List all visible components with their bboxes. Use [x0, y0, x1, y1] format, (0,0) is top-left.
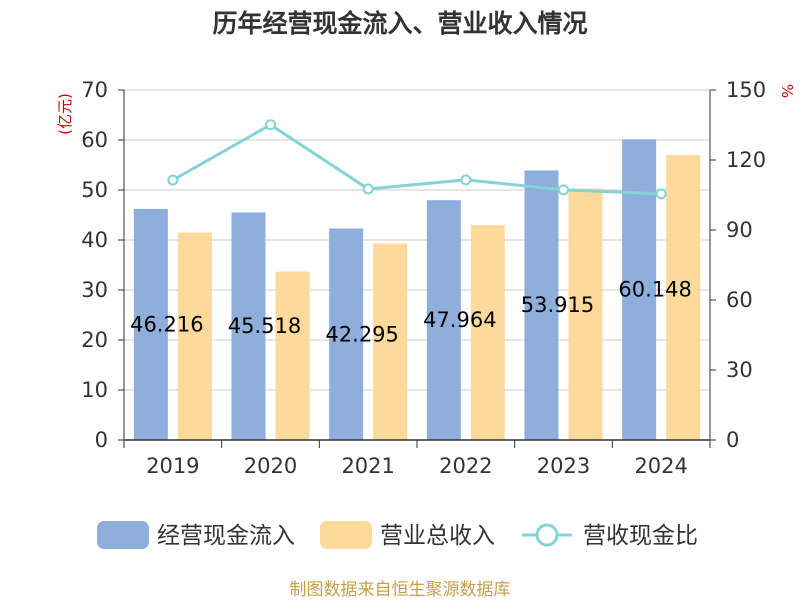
- bar-cash-inflow: [329, 228, 364, 440]
- ratio-point: [655, 188, 667, 200]
- legend-label-cash-inflow: 经营现金流入: [157, 523, 295, 549]
- bar-cash-inflow: [231, 212, 266, 440]
- x-axis-tick-label: 2024: [634, 454, 687, 478]
- left-axis-tick-label: 10: [81, 378, 108, 402]
- legend-swatch-cash-inflow: [97, 521, 149, 549]
- x-axis-tick-label: 2019: [146, 454, 199, 478]
- left-axis-tick-label: 30: [81, 278, 108, 302]
- ratio-point: [265, 119, 276, 131]
- x-axis-tick-label: 2021: [341, 454, 394, 478]
- x-axis-tick-label: 2020: [244, 454, 297, 478]
- legend-label-total-revenue: 营业总收入: [380, 523, 495, 549]
- x-axis-tick-label: 2023: [537, 454, 590, 478]
- bar-cash-inflow: [426, 200, 461, 440]
- right-axis-tick-label: 0: [726, 428, 739, 452]
- x-axis-tick-label: 2022: [439, 454, 492, 478]
- left-axis-tick-label: 40: [81, 228, 108, 252]
- right-axis-tick-label: 90: [726, 218, 753, 242]
- bar-total-revenue: [373, 243, 408, 440]
- right-axis-unit: %: [778, 84, 796, 98]
- right-axis-tick-label: 120: [726, 148, 766, 172]
- legend-label-ratio: 营收现金比: [583, 523, 698, 549]
- right-axis-tick-label: 150: [726, 78, 766, 102]
- plot-area: 0 10 20 30 40 50 60 70 0 30 60 90 120 150 2019 2020 2021…: [81, 78, 766, 478]
- bar-cash-inflow: [622, 139, 657, 440]
- data-label-cash-inflow: 46.216: [130, 312, 203, 336]
- data-label-cash-inflow: 53.915: [521, 293, 594, 317]
- left-axis-tick-label: 60: [81, 128, 108, 152]
- ratio-line: [172, 123, 662, 196]
- bar-total-revenue: [470, 225, 505, 440]
- chart-title: 历年经营现金流入、营业收入情况: [212, 9, 587, 38]
- legend-swatch-total-revenue: [320, 521, 372, 549]
- ratio-point: [558, 184, 569, 196]
- data-label-cash-inflow: 45.518: [228, 314, 301, 338]
- bar-total-revenue: [177, 232, 212, 440]
- bar-total-revenue: [568, 188, 603, 440]
- left-axis-tick-label: 70: [81, 78, 108, 102]
- left-axis-unit: (亿元): [56, 93, 74, 135]
- ratio-point: [362, 183, 374, 195]
- ratio-point: [167, 174, 179, 186]
- data-label-cash-inflow: 60.148: [618, 278, 691, 302]
- legend: 经营现金流入 营业总收入 营收现金比: [97, 521, 698, 549]
- right-axis-tick-label: 60: [726, 288, 753, 312]
- left-axis-tick-label: 50: [81, 178, 108, 202]
- bar-total-revenue: [666, 155, 701, 440]
- bar-cash-inflow: [524, 170, 559, 441]
- source-note: 制图数据来自恒生聚源数据库: [290, 580, 511, 600]
- bar-cash-inflow: [133, 208, 168, 440]
- data-label-cash-inflow: 47.964: [423, 308, 496, 332]
- bar-total-revenue: [275, 271, 310, 440]
- ratio-point: [460, 174, 472, 186]
- right-axis-tick-label: 30: [726, 358, 753, 382]
- data-label-cash-inflow: 42.295: [325, 322, 398, 346]
- left-axis-tick-label: 20: [81, 328, 108, 352]
- legend-marker-ratio: [535, 523, 559, 547]
- left-axis-tick-label: 0: [95, 428, 108, 452]
